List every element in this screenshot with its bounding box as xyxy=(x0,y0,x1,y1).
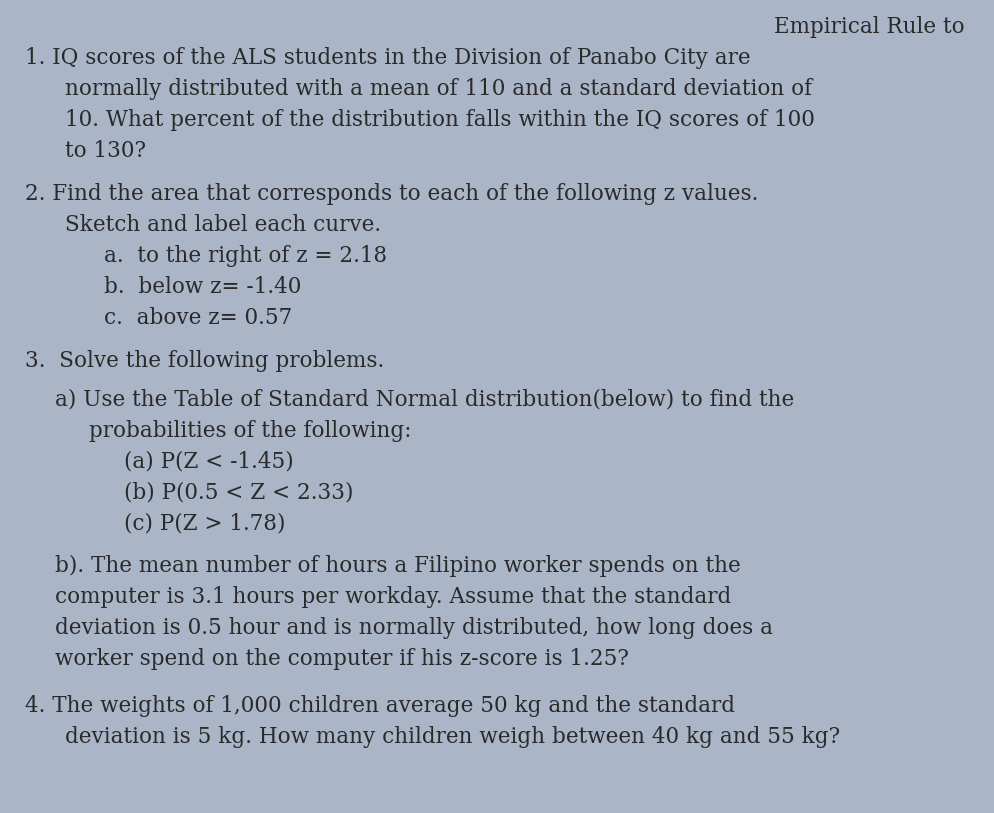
Text: Sketch and label each curve.: Sketch and label each curve. xyxy=(65,214,381,236)
Text: Empirical Rule to: Empirical Rule to xyxy=(773,16,964,38)
Text: 1. IQ scores of the ALS students in the Division of Panabo City are: 1. IQ scores of the ALS students in the … xyxy=(25,47,750,69)
Text: a) Use the Table of Standard Normal distribution(below) to find the: a) Use the Table of Standard Normal dist… xyxy=(55,389,794,411)
Text: deviation is 5 kg. How many children weigh between 40 kg and 55 kg?: deviation is 5 kg. How many children wei… xyxy=(65,726,840,748)
Text: (b) P(0.5 < Z < 2.33): (b) P(0.5 < Z < 2.33) xyxy=(124,481,354,503)
Text: 4. The weights of 1,000 children average 50 kg and the standard: 4. The weights of 1,000 children average… xyxy=(25,695,735,717)
Text: probabilities of the following:: probabilities of the following: xyxy=(89,420,412,441)
Text: c.  above z= 0.57: c. above z= 0.57 xyxy=(104,307,292,328)
Text: 10. What percent of the distribution falls within the IQ scores of 100: 10. What percent of the distribution fal… xyxy=(65,109,814,131)
Text: (c) P(Z > 1.78): (c) P(Z > 1.78) xyxy=(124,512,285,534)
Text: computer is 3.1 hours per workday. Assume that the standard: computer is 3.1 hours per workday. Assum… xyxy=(55,586,731,608)
Text: 3.  Solve the following problems.: 3. Solve the following problems. xyxy=(25,350,384,372)
Text: to 130?: to 130? xyxy=(65,140,145,162)
Text: (a) P(Z < -1.45): (a) P(Z < -1.45) xyxy=(124,450,294,472)
Text: normally distributed with a mean of 110 and a standard deviation of: normally distributed with a mean of 110 … xyxy=(65,78,812,100)
Text: b.  below z= -1.40: b. below z= -1.40 xyxy=(104,276,302,298)
Text: a.  to the right of z = 2.18: a. to the right of z = 2.18 xyxy=(104,245,388,267)
Text: 2. Find the area that corresponds to each of the following z values.: 2. Find the area that corresponds to eac… xyxy=(25,183,758,205)
Text: b). The mean number of hours a Filipino worker spends on the: b). The mean number of hours a Filipino … xyxy=(55,555,741,577)
Text: deviation is 0.5 hour and is normally distributed, how long does a: deviation is 0.5 hour and is normally di… xyxy=(55,617,772,639)
Text: worker spend on the computer if his z-score is 1.25?: worker spend on the computer if his z-sc… xyxy=(55,648,628,670)
